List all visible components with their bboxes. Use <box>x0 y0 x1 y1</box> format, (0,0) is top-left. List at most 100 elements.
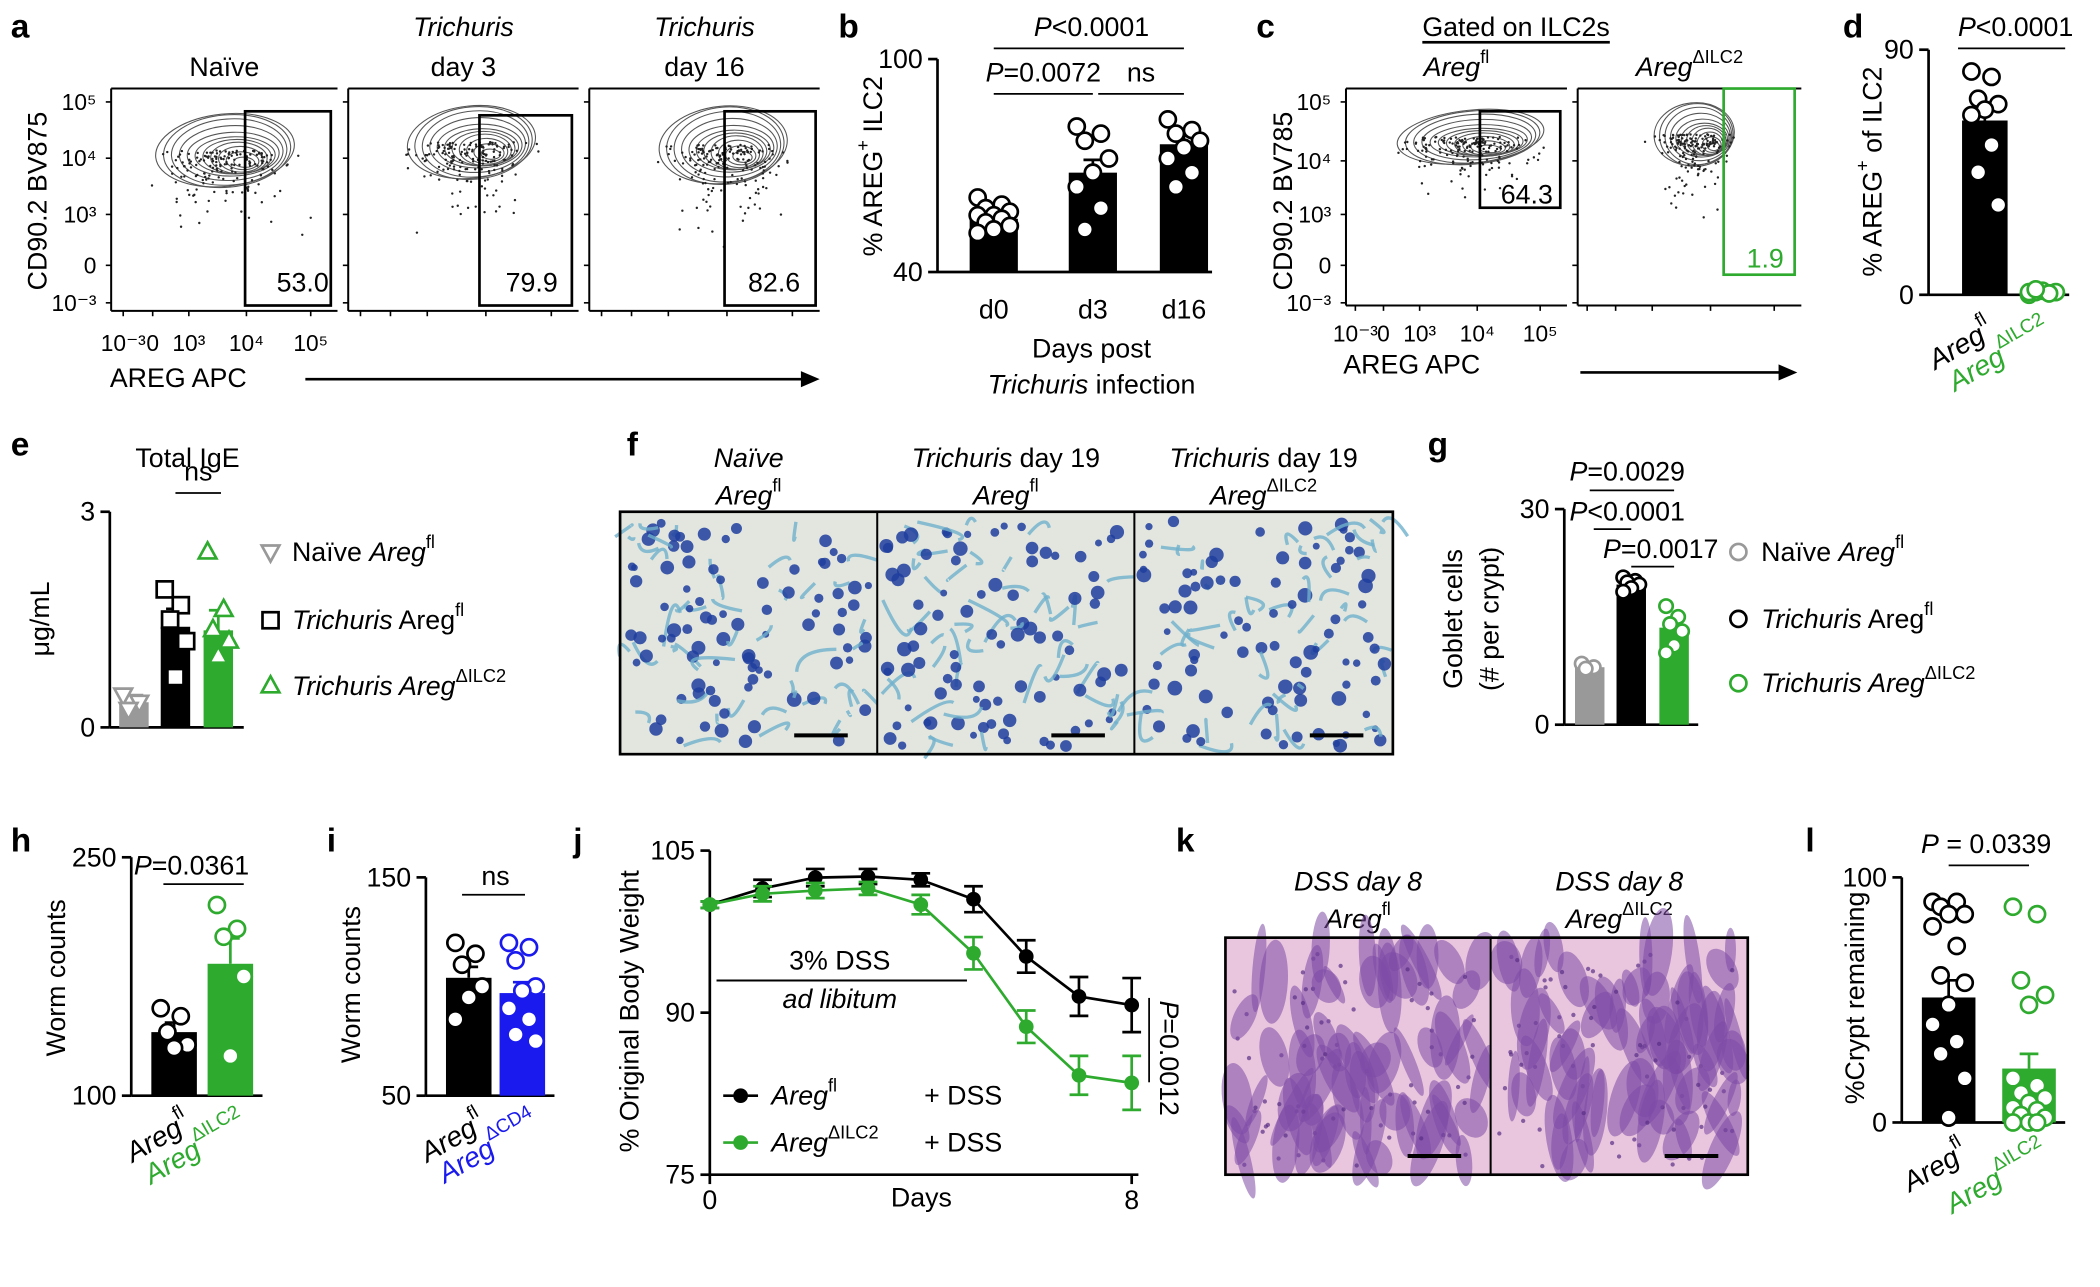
event-dot <box>1427 192 1430 196</box>
goblet-cell <box>683 585 691 593</box>
y-tick-label: 40 <box>893 257 923 287</box>
significance-label-part: = 0.0339 <box>1939 829 2051 859</box>
data-point <box>158 1022 177 1042</box>
event-dot <box>215 155 218 159</box>
event-dot <box>761 176 765 180</box>
data-point <box>2019 995 2039 1015</box>
nucleus <box>1590 1043 1595 1048</box>
y-tick-label: 0 <box>1319 252 1332 278</box>
event-dot <box>1696 173 1700 177</box>
event-dot <box>758 149 762 152</box>
event-dot <box>467 148 471 151</box>
nucleus <box>1471 1018 1477 1023</box>
y-axis-label: % Original Body Weight <box>614 870 644 1153</box>
crypt <box>1359 955 1391 1009</box>
image-title: Naïve <box>714 443 784 473</box>
event-dot <box>462 143 466 146</box>
goblet-cell <box>730 523 742 534</box>
event-dot <box>1643 140 1647 144</box>
event-dot <box>450 161 453 165</box>
image-subtitle-part: ΔILC2 <box>1267 476 1318 496</box>
nucleus <box>1419 1136 1424 1141</box>
data-point <box>966 891 981 907</box>
significance-label-part: P <box>1921 829 1939 859</box>
category-label-part: ΔILC2 <box>187 1102 244 1147</box>
event-dot <box>1683 184 1686 188</box>
event-dot <box>697 226 700 230</box>
goblet-cell <box>639 649 653 663</box>
panel-letter: d <box>1843 8 1863 45</box>
event-dot <box>781 151 785 154</box>
event-dot <box>235 151 238 155</box>
event-dot <box>702 157 706 160</box>
nucleus <box>1462 974 1468 980</box>
nucleus <box>1598 973 1603 978</box>
event-dot <box>1700 146 1703 149</box>
goblet-cell <box>1084 719 1093 728</box>
event-dot <box>189 160 193 163</box>
event-dot <box>257 152 261 155</box>
goblet-cell <box>964 530 972 539</box>
event-dot <box>744 146 747 150</box>
event-dot <box>448 164 452 167</box>
event-dot <box>494 210 498 213</box>
goblet-cell <box>1361 568 1376 584</box>
event-dot <box>697 151 700 154</box>
image-title-part: day 19 <box>1270 443 1358 473</box>
tissue-fiber <box>1109 720 1119 731</box>
event-dot <box>260 155 264 159</box>
event-dot <box>745 166 749 170</box>
event-dot <box>1450 180 1453 183</box>
event-dot <box>1487 150 1490 153</box>
panel-letter: h <box>11 823 31 860</box>
x-tick-label: 10⁴ <box>1460 321 1495 347</box>
goblet-cell <box>913 621 928 636</box>
event-dot <box>754 179 757 182</box>
event-dot <box>1692 149 1695 152</box>
tissue-fiber <box>1001 584 1030 593</box>
nucleus <box>1343 980 1348 985</box>
event-dot <box>1403 141 1407 144</box>
event-dot <box>234 171 237 174</box>
y-tick-label: 3 <box>80 497 95 527</box>
significance-label-part: <0.0001 <box>1976 12 2074 42</box>
event-dot <box>150 184 154 187</box>
x-tick-label: 10⁻³ <box>101 330 146 356</box>
goblet-cell <box>668 529 681 542</box>
event-dot <box>717 158 721 162</box>
event-dot <box>443 146 446 150</box>
tissue-fiber <box>1321 555 1333 579</box>
tissue-fiber <box>792 690 798 699</box>
event-dot <box>437 144 440 147</box>
event-dot <box>735 182 739 186</box>
x-tick-label: 0 <box>1377 321 1390 347</box>
event-dot <box>1677 191 1680 194</box>
event-dot <box>1684 157 1688 161</box>
goblet-cell <box>913 656 926 669</box>
contour <box>1396 108 1545 165</box>
nucleus <box>1563 984 1568 990</box>
event-dot <box>763 160 767 164</box>
event-dot <box>265 154 269 157</box>
event-dot <box>1678 140 1682 143</box>
event-dot <box>446 143 449 146</box>
event-dot <box>441 143 444 147</box>
event-dot <box>205 151 209 154</box>
event-dot <box>1666 151 1670 154</box>
event-dot <box>743 180 747 183</box>
event-dot <box>250 178 254 182</box>
event-dot <box>459 153 463 156</box>
event-dot <box>1443 141 1446 145</box>
event-dot <box>442 168 445 171</box>
event-dot <box>719 158 723 161</box>
goblet-cell <box>1089 598 1101 609</box>
goblet-cell <box>1342 680 1351 689</box>
goblet-cell <box>705 685 716 696</box>
y-axis-label-part: + <box>853 140 873 151</box>
category-label: d3 <box>1078 295 1108 325</box>
event-dot <box>737 149 741 152</box>
goblet-cell <box>1105 716 1113 724</box>
plot-title: Trichuris <box>654 12 755 42</box>
event-dot <box>1671 143 1674 146</box>
goblet-cell <box>1017 522 1026 532</box>
